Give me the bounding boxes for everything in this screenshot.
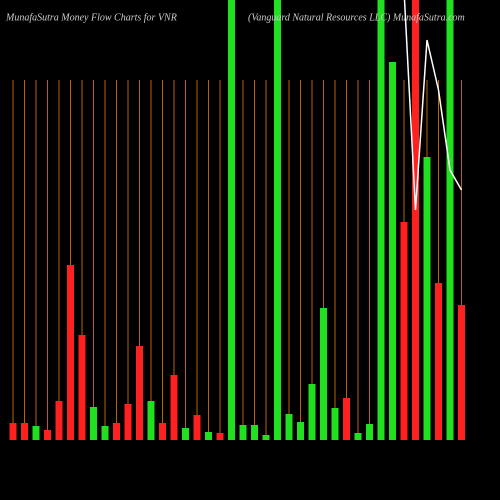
bar [228,0,235,440]
bar [400,222,408,440]
bar [274,0,281,440]
bar [239,425,247,440]
chart-subtitle: (Vanguard Natural Resources LLC) MunafaS… [248,12,465,23]
bar [32,426,40,440]
bar [193,415,201,440]
bar [21,423,28,440]
chart-title: MunafaSutra Money Flow Charts for VNR [5,12,177,23]
bar [262,435,270,440]
bar [159,423,166,440]
bar [182,428,189,440]
bar [170,375,178,440]
bar [366,424,373,440]
bar [205,432,212,440]
bar [147,401,155,440]
bar [44,430,51,440]
bar [113,423,120,440]
bar [55,401,63,440]
bar [320,308,327,440]
bar [285,414,293,440]
bar [67,265,74,440]
bar [101,426,109,440]
bar [124,404,132,440]
bar [331,408,339,440]
bar [78,335,86,440]
bar [343,398,350,440]
bar [136,346,143,440]
money-flow-line [403,0,463,211]
bar [297,422,304,440]
bar [354,433,362,440]
bar [251,425,258,440]
bars [9,0,465,440]
bar [90,407,97,440]
bar [216,433,224,440]
bar [9,423,17,440]
bar [458,305,465,440]
bar [423,157,431,440]
bar [446,0,454,440]
bar [435,283,442,440]
bar [389,62,396,440]
bar [308,384,316,440]
bar [412,0,419,440]
bar [377,0,385,440]
